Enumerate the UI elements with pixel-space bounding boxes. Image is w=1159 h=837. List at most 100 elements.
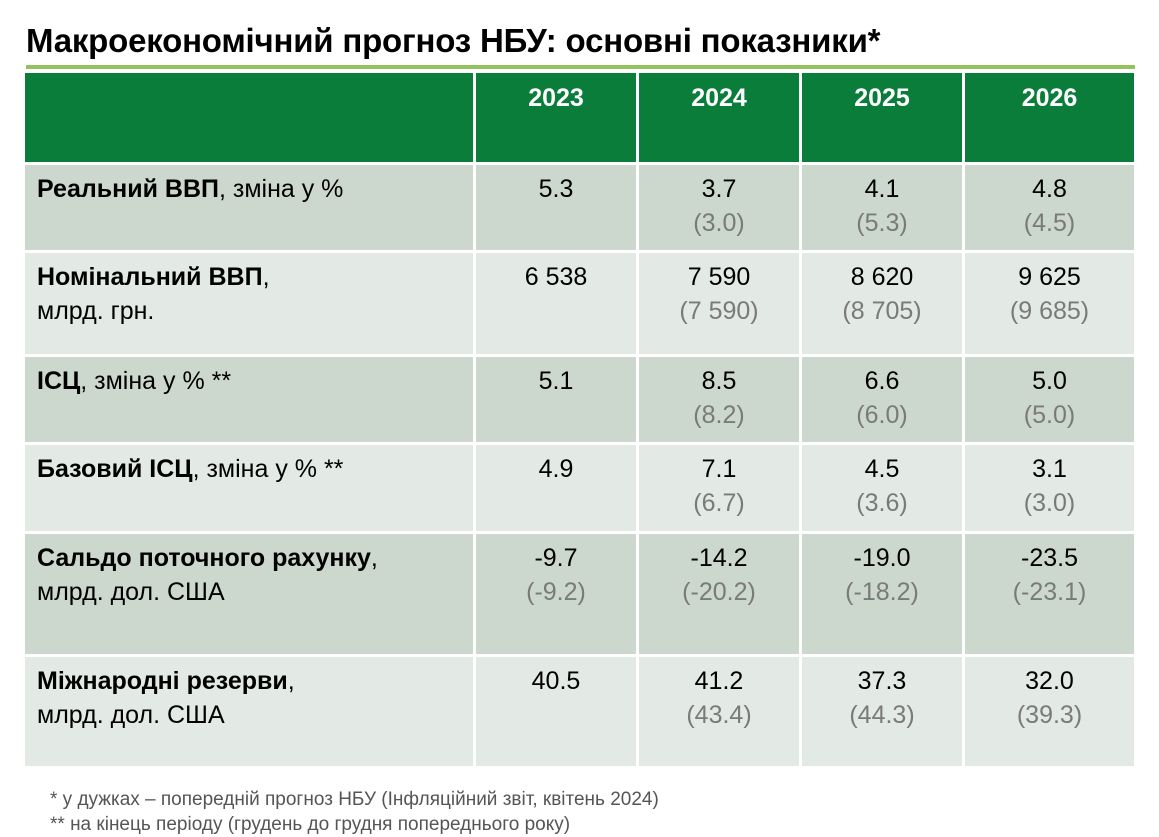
table-row: Реальний ВВП, зміна у % 5.3 3.7 (3.0) 4.1… (25, 165, 1134, 250)
header-row: 2023 2024 2025 2026 (25, 73, 1134, 162)
value-cell: 40.5 (476, 657, 636, 766)
previous-forecast: (3.0) (1023, 489, 1076, 517)
forecast-value: 3.1 (1032, 455, 1067, 483)
previous-forecast: (-9.2) (526, 578, 586, 606)
previous-forecast: (8.2) (693, 401, 745, 429)
forecast-value: 6.6 (864, 367, 900, 395)
forecast-value: 4.1 (864, 175, 900, 203)
forecast-table: 2023 2024 2025 2026 Реальний ВВП, зміна … (22, 70, 1137, 769)
value-cell: 7.1 (6.7) (639, 445, 799, 531)
indicator-label: ІСЦ, зміна у % ** (25, 357, 473, 442)
value-cell: 3.7 (3.0) (639, 165, 799, 250)
forecast-value: -19.0 (853, 544, 911, 572)
table-row: Міжнародні резерви, млрд. дол. США 40.5 … (25, 657, 1134, 766)
previous-forecast: (5.0) (1023, 401, 1076, 429)
year-header: 2023 (476, 73, 636, 162)
forecast-value: 7.1 (701, 455, 737, 483)
value-cell: -19.0 (-18.2) (802, 534, 962, 654)
indicator-unit: , зміна у % (218, 175, 344, 203)
forecast-value: 4.5 (864, 455, 900, 483)
value-cell: 8 620 (8 705) (802, 253, 962, 354)
previous-forecast: (-18.2) (845, 578, 919, 606)
footnote: ** на кінець періоду (грудень до грудня … (50, 814, 571, 835)
value-cell: 4.1 (5.3) (802, 165, 962, 250)
value-cell: 5.1 (476, 357, 636, 442)
indicator-label: Міжнародні резерви, млрд. дол. США (25, 657, 473, 766)
previous-forecast: (43.4) (686, 701, 752, 729)
forecast-value: 37.3 (857, 667, 907, 695)
value-cell: 4.8 (4.5) (965, 165, 1134, 250)
forecast-value: 32.0 (1025, 667, 1074, 695)
forecast-value: 8.5 (701, 367, 737, 395)
previous-forecast: (3.6) (856, 489, 908, 517)
indicator-unit: , (262, 263, 270, 291)
header-corner-cell (25, 73, 473, 162)
value-cell: 32.0 (39.3) (965, 657, 1134, 766)
value-cell: 41.2 (43.4) (639, 657, 799, 766)
indicator-unit: , зміна у % ** (192, 455, 344, 483)
value-cell: 37.3 (44.3) (802, 657, 962, 766)
forecast-value: 3.7 (701, 175, 737, 203)
value-cell: 9 625 (9 685) (965, 253, 1134, 354)
previous-forecast: (39.3) (1016, 701, 1083, 729)
table-row: Номінальний ВВП, млрд. грн. 6 538 7 590 (… (25, 253, 1134, 354)
footnote: * у дужках – попередній прогноз НБУ (Інф… (50, 789, 659, 810)
forecast-value: 4.8 (1032, 175, 1067, 203)
forecast-value: 6 538 (524, 263, 588, 291)
indicator-name: Номінальний ВВП (37, 263, 263, 291)
forecast-value: -14.2 (690, 544, 748, 572)
value-cell: 4.9 (476, 445, 636, 531)
forecast-value: 5.1 (538, 367, 574, 395)
previous-forecast: (9 685) (1009, 297, 1090, 325)
value-cell: 3.1 (3.0) (965, 445, 1134, 531)
previous-forecast: (8 705) (842, 297, 922, 325)
page-title: Макроекономічний прогноз НБУ: основні по… (26, 22, 881, 59)
forecast-value: 5.3 (538, 175, 574, 203)
indicator-label: Сальдо поточного рахунку, млрд. дол. США (25, 534, 473, 654)
forecast-value: 41.2 (694, 667, 744, 695)
previous-forecast: (6.0) (856, 401, 908, 429)
previous-forecast: (-20.2) (682, 578, 756, 606)
value-cell: 5.3 (476, 165, 636, 250)
forecast-value: 8 620 (850, 263, 914, 291)
year-header: 2025 (802, 73, 962, 162)
value-cell: -14.2 (-20.2) (639, 534, 799, 654)
indicator-label: Реальний ВВП, зміна у % (25, 165, 473, 250)
value-cell: 6 538 (476, 253, 636, 354)
indicator-name: Базовий ІСЦ (37, 455, 193, 483)
forecast-value: -23.5 (1021, 544, 1078, 572)
previous-forecast: (-23.1) (1012, 578, 1087, 606)
indicator-unit: , (287, 667, 295, 695)
value-cell: 7 590 (7 590) (639, 253, 799, 354)
previous-forecast: (44.3) (849, 701, 915, 729)
value-cell: 8.5 (8.2) (639, 357, 799, 442)
previous-forecast: (4.5) (1023, 209, 1076, 237)
forecast-value: -9.7 (534, 544, 578, 572)
table-row: ІСЦ, зміна у % ** 5.1 8.5 (8.2) 6.6 (6.0) … (25, 357, 1134, 442)
indicator-name: ІСЦ (37, 367, 81, 395)
previous-forecast: (5.3) (856, 209, 908, 237)
value-cell: -23.5 (-23.1) (965, 534, 1134, 654)
value-cell: -9.7 (-9.2) (476, 534, 636, 654)
previous-forecast: (3.0) (693, 209, 745, 237)
indicator-name: Сальдо поточного рахунку (37, 544, 371, 572)
indicator-label: Номінальний ВВП, млрд. грн. (25, 253, 473, 354)
indicator-name: Реальний ВВП (37, 175, 219, 203)
indicator-unit-line: млрд. дол. США (37, 578, 225, 606)
year-header: 2024 (639, 73, 799, 162)
forecast-value: 7 590 (687, 263, 751, 291)
indicator-unit-line: млрд. дол. США (37, 701, 225, 729)
title-divider (26, 65, 1135, 69)
forecast-value: 4.9 (538, 455, 574, 483)
indicator-label: Базовий ІСЦ, зміна у % ** (25, 445, 473, 531)
year-header: 2026 (965, 73, 1134, 162)
value-cell: 6.6 (6.0) (802, 357, 962, 442)
forecast-value: 9 625 (1018, 263, 1081, 291)
forecast-value: 5.0 (1032, 367, 1067, 395)
value-cell: 4.5 (3.6) (802, 445, 962, 531)
table-row: Базовий ІСЦ, зміна у % ** 4.9 7.1 (6.7) 4… (25, 445, 1134, 531)
previous-forecast: (7 590) (679, 297, 759, 325)
footnotes: * у дужках – попередній прогноз НБУ (Інф… (50, 787, 659, 837)
indicator-unit-line: млрд. грн. (37, 297, 155, 325)
indicator-unit: , (370, 544, 378, 572)
